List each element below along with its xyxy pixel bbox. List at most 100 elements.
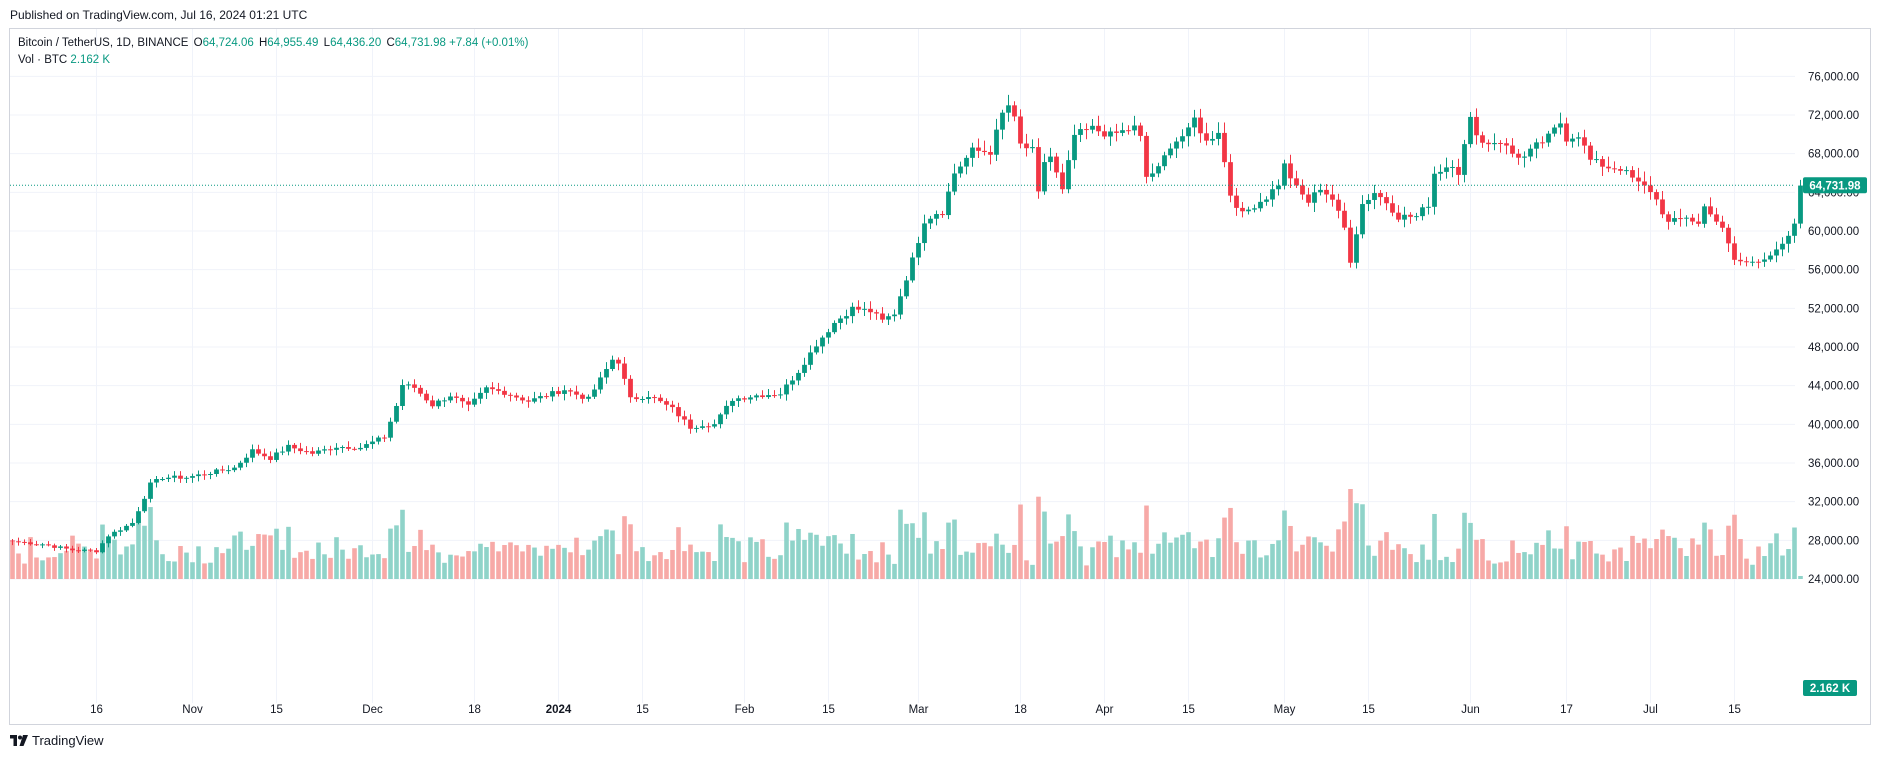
volume-bar <box>448 554 453 579</box>
candle-body <box>820 337 825 347</box>
candle <box>1330 184 1335 207</box>
candle <box>916 236 921 266</box>
volume-bar <box>1156 543 1161 579</box>
volume-bar <box>832 535 837 579</box>
candle <box>1732 236 1737 265</box>
volume-bar <box>1528 554 1533 579</box>
volume-label[interactable]: Vol · BTC <box>18 54 68 66</box>
candle <box>28 539 33 546</box>
volume-bar <box>1126 549 1131 579</box>
candle <box>172 471 177 483</box>
volume-bar <box>1606 561 1611 579</box>
candle-body <box>1030 147 1035 149</box>
candle-body <box>202 474 207 476</box>
candle <box>1786 231 1791 253</box>
candle-body <box>1444 167 1449 172</box>
candle-body <box>430 400 435 407</box>
volume-bar <box>898 509 903 579</box>
candle <box>1414 212 1419 221</box>
volume-bar <box>874 562 879 579</box>
high-label: H <box>258 37 268 49</box>
volume-bar <box>1642 538 1647 579</box>
candle <box>892 309 897 322</box>
volume-bar <box>718 524 723 579</box>
candle <box>484 385 489 399</box>
candle <box>1408 212 1413 224</box>
volume-bar <box>1624 560 1629 579</box>
candle <box>1312 184 1317 212</box>
volume-bar <box>1462 512 1467 579</box>
candle-body <box>982 150 987 153</box>
volume-bar <box>1474 539 1479 579</box>
candle-body <box>634 397 639 400</box>
symbol-title[interactable]: Bitcoin / TetherUS, 1D, BINANCE <box>18 37 189 49</box>
candle <box>358 443 363 451</box>
candle <box>556 386 561 397</box>
candle <box>1294 170 1299 188</box>
candle <box>142 496 147 513</box>
volume-bar <box>106 540 111 579</box>
volume-bar <box>1330 551 1335 579</box>
footer-brand[interactable]: TradingView <box>10 733 104 748</box>
candle <box>136 507 141 525</box>
candle <box>1036 138 1041 199</box>
volume-bar <box>964 551 969 579</box>
volume-bar <box>1582 541 1587 579</box>
volume-bar <box>1072 531 1077 579</box>
candle-body <box>166 477 171 480</box>
candle-body <box>136 511 141 523</box>
candle <box>604 362 609 384</box>
candle <box>1030 139 1035 153</box>
candle <box>658 394 663 403</box>
volume-bar <box>916 537 921 579</box>
volume-bar <box>670 549 675 579</box>
candle <box>1174 137 1179 159</box>
candle <box>886 313 891 326</box>
volume-bar <box>1222 517 1227 579</box>
candle-body <box>1228 162 1233 196</box>
candle-body <box>496 389 501 391</box>
volume-bar <box>1060 536 1065 579</box>
candle <box>1522 151 1527 168</box>
volume-bar <box>82 546 87 579</box>
volume-bar <box>1042 511 1047 579</box>
candle <box>1726 224 1731 252</box>
volume-bar <box>76 543 81 579</box>
volume-bar <box>886 554 891 579</box>
candle-body <box>1462 144 1467 175</box>
volume-bar <box>34 557 39 579</box>
price-tick-label: 60,000.00 <box>1808 226 1859 238</box>
candle-body <box>1690 217 1695 222</box>
candle <box>1318 183 1323 196</box>
candle <box>1348 219 1353 268</box>
candle-body <box>1258 201 1263 209</box>
candle-body <box>88 549 93 551</box>
candle-body <box>1642 181 1647 186</box>
candle-body <box>70 548 75 551</box>
candle-body <box>424 393 429 401</box>
volume-bar <box>1018 504 1023 579</box>
candle <box>1480 131 1485 148</box>
candle-body <box>1504 143 1509 146</box>
candle-body <box>334 447 339 450</box>
volume-bar <box>1780 555 1785 579</box>
candle <box>1462 139 1467 183</box>
volume-bar <box>262 534 267 579</box>
candle <box>1672 210 1677 225</box>
candle-body <box>1288 163 1293 179</box>
candle-body <box>1360 204 1365 235</box>
candle <box>292 442 297 454</box>
candle <box>940 210 945 218</box>
volume-bar <box>712 560 717 579</box>
chart-frame[interactable] <box>9 28 1871 725</box>
candle <box>214 468 219 477</box>
candle <box>1126 125 1131 135</box>
candle-body <box>1306 194 1311 203</box>
candle-body <box>64 546 69 549</box>
volume-bar <box>952 519 957 579</box>
candle <box>1570 133 1575 148</box>
volume-bar <box>970 552 975 579</box>
volume-bar <box>1006 552 1011 579</box>
candle <box>502 386 507 398</box>
